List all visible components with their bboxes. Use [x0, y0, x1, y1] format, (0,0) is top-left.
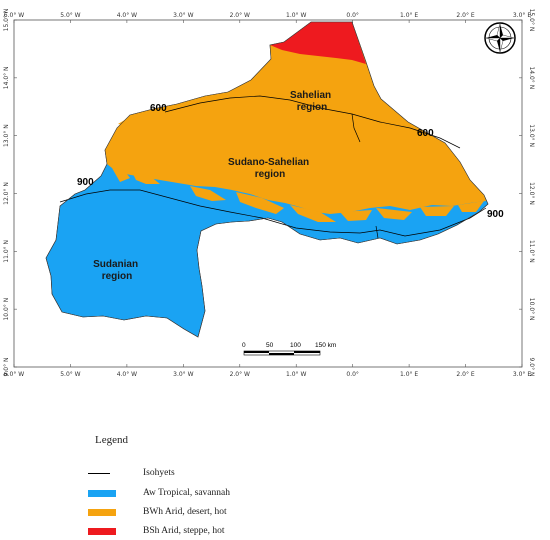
scale-bar: 0 50 100 150 km — [242, 342, 336, 356]
lon-tick-label-bottom: 5.0° W — [60, 371, 80, 378]
lon-tick-label-top: 2.0° W — [230, 12, 250, 19]
label-sudano-sahelian-region: Sudano-Sahelian region — [228, 157, 312, 180]
north-arrow-icon — [484, 22, 516, 54]
label-sahelian-region: Sahelian region — [290, 90, 334, 113]
legend-label: Aw Tropical, savannah — [143, 488, 230, 498]
scale-label-150: 150 km — [315, 342, 336, 349]
lon-tick-label-bottom: 6.0° W — [4, 371, 24, 378]
lon-tick-label-bottom: 1.0° W — [286, 371, 306, 378]
legend-swatch-aw — [88, 490, 116, 497]
lon-tick-label-top: 3.0° E — [513, 12, 531, 19]
legend-label: Isohyets — [143, 468, 175, 478]
legend-line-swatch — [88, 473, 110, 474]
lon-tick-label-bottom: 3.0° E — [513, 371, 531, 378]
country-outline — [45, 21, 489, 338]
lat-tick-label-left: 15.0° N — [3, 9, 10, 32]
label-sudanian-region: Sudanian region — [93, 259, 141, 282]
lon-tick-label-top: 0.0° — [346, 12, 359, 19]
scale-label-0: 0 — [242, 342, 246, 349]
lon-tick-label-bottom: 2.0° E — [456, 371, 474, 378]
legend: Legend Isohyets Aw Tropical, savannah BW… — [88, 434, 388, 536]
lon-tick-label-top: 5.0° W — [60, 12, 80, 19]
lat-tick-label-right: 14.0° N — [528, 66, 535, 89]
legend-label: BSh Arid, steppe, hot — [143, 526, 225, 536]
lat-tick-label-right: 9.0° N — [528, 358, 535, 377]
legend-swatch-bwh — [88, 509, 116, 516]
lat-tick-label-right: 12.0° N — [528, 182, 535, 205]
isohyet-label-900-west: 900 — [77, 177, 94, 188]
lon-tick-label-bottom: 0.0° — [346, 371, 359, 378]
lon-tick-label-top: 6.0° W — [4, 12, 24, 19]
isohyet-label-900-east: 900 — [487, 209, 504, 220]
legend-item-isohyets: Isohyets — [88, 468, 388, 482]
bwh-arid-desert-zone — [105, 22, 486, 214]
legend-title: Legend — [95, 434, 128, 446]
lat-tick-label-left: 9.0° N — [3, 358, 10, 377]
lon-tick-label-bottom: 1.0° E — [400, 371, 418, 378]
lon-tick-label-top: 2.0° E — [456, 12, 474, 19]
bsh-arid-steppe-zone — [270, 22, 366, 64]
lon-tick-label-top: 3.0° W — [173, 12, 193, 19]
legend-swatch-bsh — [88, 528, 116, 535]
isohyet-label-600-east: 600 — [417, 128, 434, 139]
isohyet-lines — [59, 95, 487, 239]
legend-item-bsh: BSh Arid, steppe, hot — [88, 526, 388, 540]
lat-tick-label-left: 14.0° N — [3, 66, 10, 89]
coordinate-ticks: 6.0° W 6.0° W 5.0° W 5.0° W 4.0° W 4.0° W 3.0°… — [3, 9, 535, 378]
scale-label-100: 100 — [290, 342, 301, 349]
isohyet-label-600-west: 600 — [150, 103, 167, 114]
lat-tick-label-left: 13.0° N — [3, 124, 10, 147]
lat-tick-label-left: 10.0° N — [3, 298, 10, 321]
legend-item-aw: Aw Tropical, savannah — [88, 488, 388, 502]
lat-tick-label-right: 11.0° N — [528, 240, 535, 263]
scale-label-50: 50 — [266, 342, 274, 349]
lat-tick-label-left: 12.0° N — [3, 182, 10, 205]
lon-tick-label-bottom: 3.0° W — [173, 371, 193, 378]
bwh-fragments — [112, 118, 484, 222]
lon-tick-label-bottom: 2.0° W — [230, 371, 250, 378]
lon-tick-label-top: 1.0° W — [286, 12, 306, 19]
lat-tick-label-left: 11.0° N — [3, 240, 10, 263]
lon-tick-label-top: 4.0° W — [117, 12, 137, 19]
lon-tick-label-top: 1.0° E — [400, 12, 418, 19]
lon-tick-label-bottom: 4.0° W — [117, 371, 137, 378]
legend-item-bwh: BWh Arid, desert, hot — [88, 507, 388, 521]
lat-tick-label-right: 13.0° N — [528, 124, 535, 147]
lat-tick-label-right: 10.0° N — [528, 298, 535, 321]
legend-label: BWh Arid, desert, hot — [143, 507, 227, 517]
lat-tick-label-right: 15.0° N — [528, 9, 535, 32]
